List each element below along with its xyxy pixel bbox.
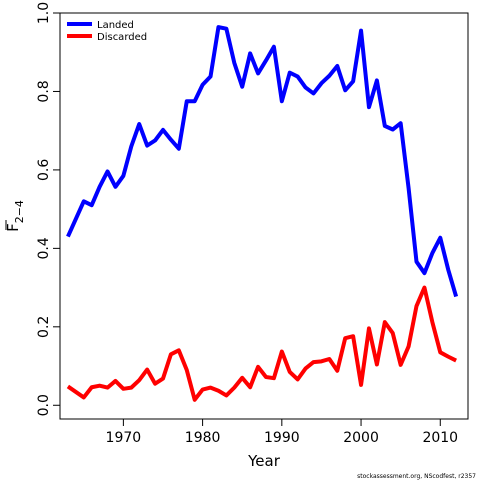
y-axis: 0.0 0.2 0.4 0.6 0.8 1.0 (36, 2, 60, 416)
y-tick-label: 0.2 (36, 316, 52, 338)
legend-label-discarded: Discarded (97, 32, 147, 43)
y-axis-title: F2−4 (4, 200, 26, 232)
legend: Landed Discarded (67, 20, 147, 43)
credit-text: stockassessment.org, NScodfest, r2357 (357, 473, 476, 480)
y-axis-title-subscript: 2−4 (13, 200, 26, 223)
x-axis: 1970 1980 1990 2000 2010 (106, 419, 458, 446)
svg-text:F2−4: F2−4 (4, 200, 26, 232)
y-tick-label: 0.4 (36, 237, 52, 259)
y-tick-label: 1.0 (36, 2, 52, 24)
series-line-discarded (66, 285, 458, 402)
series-line-landed (66, 25, 459, 298)
series-layer (66, 25, 459, 402)
x-tick-label: 1970 (106, 430, 142, 446)
x-tick-label: 1990 (264, 430, 300, 446)
x-tick-label: 2010 (422, 430, 458, 446)
x-tick-label: 1980 (185, 430, 221, 446)
y-tick-label: 0.6 (36, 159, 52, 181)
y-axis-title-base: F (4, 223, 22, 232)
plot-frame (59, 12, 469, 420)
y-tick-label: 0.0 (36, 394, 52, 416)
x-axis-title: Year (247, 452, 281, 470)
y-tick-label: 0.8 (36, 80, 52, 102)
x-tick-label: 2000 (343, 430, 379, 446)
legend-label-landed: Landed (97, 20, 134, 31)
